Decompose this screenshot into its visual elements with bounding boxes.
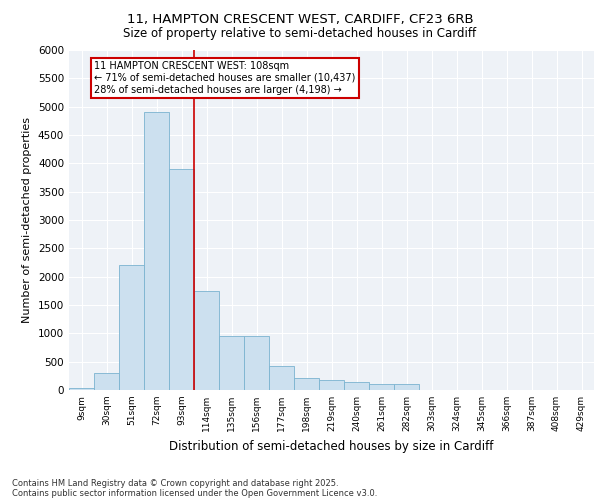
Bar [219, 336, 244, 390]
Text: 11 HAMPTON CRESCENT WEST: 108sqm
← 71% of semi-detached houses are smaller (10,4: 11 HAMPTON CRESCENT WEST: 108sqm ← 71% o… [94, 62, 355, 94]
Bar [244, 336, 269, 390]
Bar [94, 373, 119, 390]
Bar [194, 291, 219, 390]
Bar [144, 112, 169, 390]
X-axis label: Distribution of semi-detached houses by size in Cardiff: Distribution of semi-detached houses by … [169, 440, 494, 452]
Bar [119, 266, 144, 390]
Bar [294, 378, 319, 390]
Y-axis label: Number of semi-detached properties: Number of semi-detached properties [22, 117, 32, 323]
Bar [344, 382, 369, 390]
Text: Contains public sector information licensed under the Open Government Licence v3: Contains public sector information licen… [12, 488, 377, 498]
Bar [69, 388, 94, 390]
Bar [319, 380, 344, 390]
Bar [269, 366, 294, 390]
Text: Contains HM Land Registry data © Crown copyright and database right 2025.: Contains HM Land Registry data © Crown c… [12, 478, 338, 488]
Text: 11, HAMPTON CRESCENT WEST, CARDIFF, CF23 6RB: 11, HAMPTON CRESCENT WEST, CARDIFF, CF23… [127, 12, 473, 26]
Bar [169, 169, 194, 390]
Bar [394, 384, 419, 390]
Text: Size of property relative to semi-detached houses in Cardiff: Size of property relative to semi-detach… [124, 28, 476, 40]
Bar [369, 384, 394, 390]
